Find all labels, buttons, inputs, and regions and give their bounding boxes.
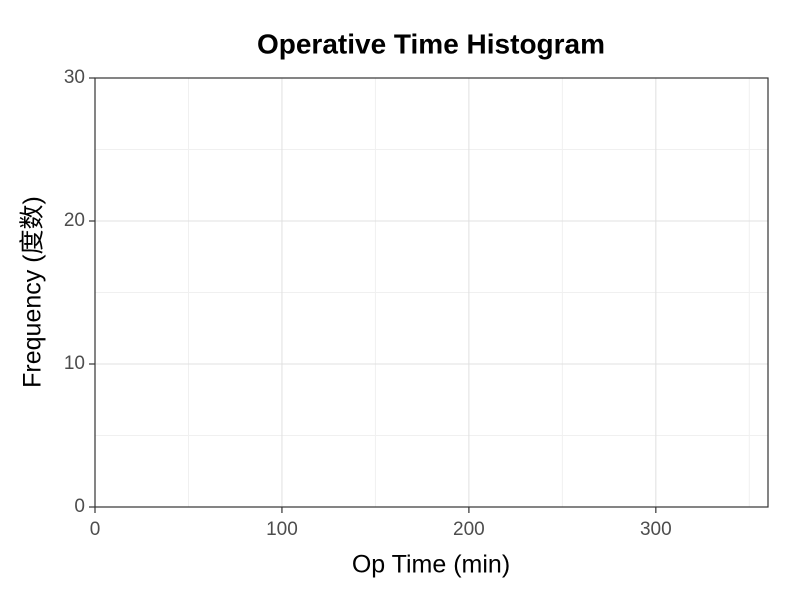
chart-title: Operative Time Histogram — [257, 28, 605, 59]
x-tick-label: 100 — [266, 519, 298, 540]
y-tick-label: 10 — [64, 353, 85, 374]
y-tick-label: 0 — [74, 496, 85, 517]
y-tick-label: 30 — [64, 67, 85, 88]
y-tick-label: 20 — [64, 210, 85, 231]
y-axis-label: Frequency (度数) — [19, 196, 47, 388]
panel-border — [94, 77, 769, 508]
x-tick-label: 200 — [453, 519, 485, 540]
x-axis-label: Op Time (min) — [352, 551, 510, 579]
x-tick-label: 300 — [640, 519, 672, 540]
x-tick-label: 0 — [90, 519, 101, 540]
